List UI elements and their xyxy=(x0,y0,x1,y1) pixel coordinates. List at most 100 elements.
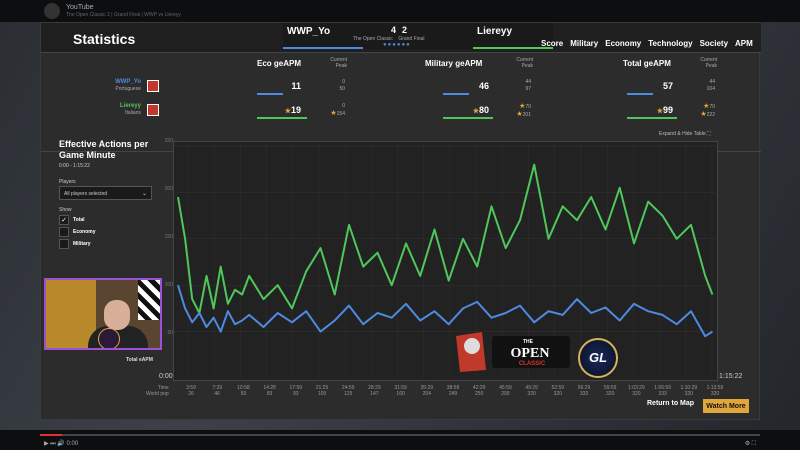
tab-score[interactable]: Score xyxy=(541,39,564,48)
row1-eco-peak: 50 xyxy=(339,86,345,92)
player1-color-bar xyxy=(283,47,363,49)
y-tick-label: 100 xyxy=(164,282,173,288)
expand-hide-table-button[interactable]: Expand & Hide Table ⛶ xyxy=(659,131,711,137)
row1-eco-bar xyxy=(257,93,283,95)
row1-eco-value: 11 xyxy=(291,81,301,91)
logo-banner-shape xyxy=(492,336,570,368)
star-icon: ★ xyxy=(516,111,523,118)
event-stage: Grand Final xyxy=(398,36,425,42)
row2-mil-bar xyxy=(443,117,493,119)
webcam-curtain xyxy=(46,280,96,348)
video-progress-bar[interactable] xyxy=(40,434,760,436)
row1-mil-bar xyxy=(443,93,469,95)
star-icon: ★ xyxy=(703,103,710,110)
row1-civ: Portuguese xyxy=(115,86,141,92)
scoreboard xyxy=(283,23,553,49)
col-eco-current: Current xyxy=(330,57,347,63)
col-mil-current: Current xyxy=(516,57,533,63)
row2-tot-current-number: 70 xyxy=(709,104,715,110)
x-tick-label: 1:03:29 320 xyxy=(626,385,646,397)
game-dots: ●●●●●● xyxy=(383,42,411,48)
row2-tot-value: ★99 xyxy=(643,105,673,115)
x-tick-time: 17:59 xyxy=(289,385,303,391)
checkbox-total-label: Total xyxy=(73,217,85,223)
timeline-start: 0:00 xyxy=(159,373,173,380)
row1-tot-current: 44 xyxy=(709,79,715,85)
video-channel[interactable]: YouTube xyxy=(66,4,94,11)
tab-technology[interactable]: Technology xyxy=(648,39,693,48)
watch-more-button[interactable]: Watch More xyxy=(703,399,749,413)
player1-name: WWP_Yo xyxy=(287,26,331,37)
x-tick-label: 28:29 147 xyxy=(364,385,384,397)
x-tick-pop: 320 xyxy=(553,391,562,397)
checkbox-economy-label: Economy xyxy=(73,229,96,235)
row1-mil-current-peak: 44 97 xyxy=(511,79,531,93)
tab-society[interactable]: Society xyxy=(699,39,729,48)
timeline-end: 1:15:22 xyxy=(719,373,743,380)
x-tick-time: 14:28 xyxy=(263,385,276,391)
x-tick-time: 45:59 xyxy=(499,385,512,391)
row2-eco-current-peak: 0 ★154 xyxy=(325,103,345,118)
row2-tot-current-peak: ★70 ★222 xyxy=(695,103,715,119)
col-mil-peak: Peak xyxy=(521,63,533,69)
x-tick-label: 49:29 320 xyxy=(522,385,542,397)
video-subtitle: The Open Classic 2 | Grand Final | WWP v… xyxy=(66,12,181,18)
row1-mil-value: 46 xyxy=(478,81,489,91)
return-to-map-button[interactable]: Return to Map xyxy=(647,400,695,407)
x-tick-label: 42:29 250 xyxy=(469,385,489,397)
x-tick-time: 1:10:29 xyxy=(680,385,698,391)
x-tick-pop: 83 xyxy=(266,391,273,397)
score-right: 2 xyxy=(402,25,408,35)
x-tick-pop: 250 xyxy=(475,391,484,397)
row2-eco-number: 19 xyxy=(290,105,301,115)
y-tick-label: 250 xyxy=(164,138,173,144)
col-eco-sub: Current Peak xyxy=(311,57,347,69)
y-tick-label: 50 xyxy=(167,330,173,336)
players-label: Players xyxy=(59,179,76,185)
x-tick-label: 21:25 109 xyxy=(312,385,332,397)
row1-player-name: WWP_Yo xyxy=(115,79,141,85)
x-tick-pop: 333 xyxy=(658,391,667,397)
play-controls[interactable]: ▶ ⏭ 🔊 0:00 xyxy=(44,441,79,447)
series-line-liereyy xyxy=(177,163,714,314)
row1-eco-current: 0 xyxy=(342,79,345,85)
players-dropdown[interactable]: All players selected ⌄ xyxy=(59,186,152,200)
tab-apm[interactable]: APM xyxy=(735,39,753,48)
video-progress-fill xyxy=(40,434,62,436)
series-line-wwp-yo xyxy=(177,284,713,338)
col-tot-sub: Current Peak xyxy=(681,57,717,69)
checkbox-military[interactable] xyxy=(59,239,69,249)
col-tot-peak: Peak xyxy=(705,63,717,69)
row2-mil-current-peak: ★70 ★201 xyxy=(511,103,531,119)
x-tick-time: 31:59 xyxy=(394,385,407,391)
x-tick-time: 28:29 xyxy=(368,385,381,391)
score-left: 4 xyxy=(391,25,397,35)
channel-avatar[interactable] xyxy=(44,3,60,19)
checkbox-economy[interactable] xyxy=(59,227,69,237)
row1-tot-bar xyxy=(627,93,653,95)
x-tick-time: 49:29 xyxy=(525,385,538,391)
x-tick-label: 35:29 204 xyxy=(417,385,437,397)
x-tick-time: 59:59 xyxy=(603,385,617,391)
settings-controls[interactable]: ⚙ ⛶ xyxy=(744,441,756,447)
tab-economy[interactable]: Economy xyxy=(605,39,642,48)
x-tick-pop: 160 xyxy=(396,391,405,397)
x-tick-time: 35:29 xyxy=(420,385,434,391)
row2-tot-peak: ★222 xyxy=(695,111,715,119)
total-eapm-label: Total eAPM xyxy=(126,357,153,363)
chevron-down-icon: ⌄ xyxy=(141,191,147,197)
x-tick-label: 14:28 83 xyxy=(260,385,280,397)
logo-helmet-shape xyxy=(464,338,480,354)
row2-tot-number: 99 xyxy=(662,105,673,115)
row1-mil-current: 44 xyxy=(525,79,531,85)
checkbox-total[interactable]: ✓ xyxy=(59,215,69,225)
show-label: Show xyxy=(59,207,72,213)
tab-military[interactable]: Military xyxy=(570,39,599,48)
x-tick-pop: 299 xyxy=(501,391,510,397)
col-tot-current: Current xyxy=(700,57,717,63)
apm-line-chart[interactable] xyxy=(173,141,719,382)
italians-flag-icon xyxy=(147,104,159,116)
row2-mil-peak: ★201 xyxy=(511,111,531,119)
